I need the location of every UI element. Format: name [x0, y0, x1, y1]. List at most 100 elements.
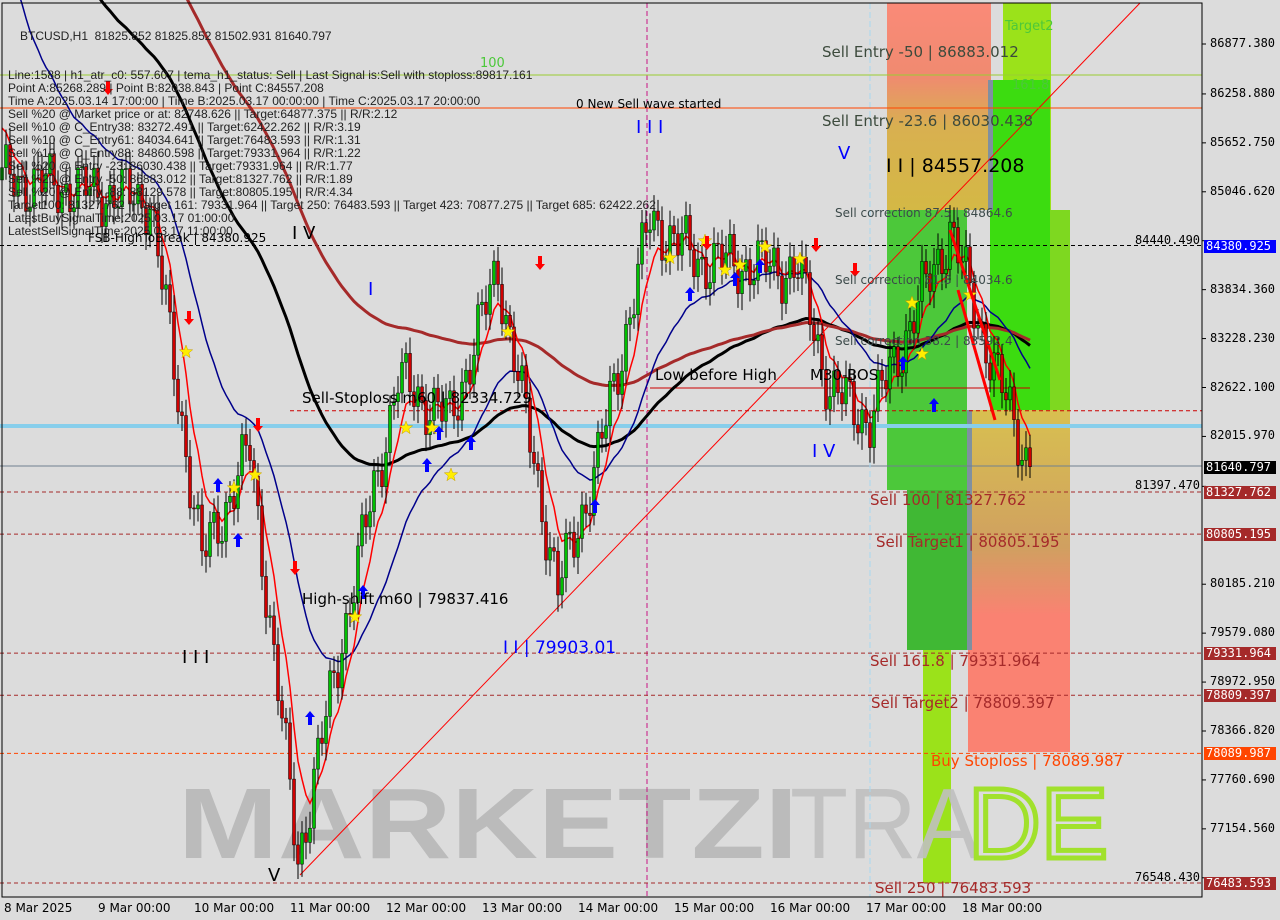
- bear-candle: [112, 185, 116, 208]
- bear-candle: [1000, 354, 1004, 393]
- bull-candle: [872, 410, 876, 448]
- buy-arrow-icon: [434, 426, 444, 440]
- bear-candle: [796, 277, 800, 279]
- bull-candle: [964, 246, 968, 262]
- buy-arrow-icon: [358, 585, 368, 599]
- bear-candle: [848, 377, 852, 382]
- wave-iv-label: I V: [812, 441, 836, 462]
- star-marker-icon: [914, 346, 930, 361]
- bull-candle: [136, 184, 140, 205]
- bull-candle: [904, 330, 908, 374]
- bull-candle: [220, 541, 224, 544]
- point-c-label: I I | 84557.208: [886, 155, 1025, 177]
- sell-arrow-icon: [811, 238, 821, 252]
- star-marker-icon: [662, 250, 678, 265]
- bull-candle: [680, 233, 684, 256]
- bull-candle: [388, 405, 392, 453]
- bear-candle: [572, 531, 576, 558]
- price-tick-label: 85046.620: [1210, 183, 1276, 198]
- bear-candle: [688, 215, 692, 251]
- bear-candle: [856, 424, 860, 434]
- bear-candle: [672, 225, 676, 234]
- bull-candle: [492, 260, 496, 285]
- bull-candle: [88, 186, 92, 196]
- low-before-high-label: Low before High: [655, 366, 777, 384]
- lime-edge-zone: [1050, 210, 1070, 410]
- bear-candle: [412, 391, 416, 407]
- bull-candle: [316, 737, 320, 770]
- info-line: Time A:2025.03.14 17:00:00 | Time B:2025…: [8, 94, 481, 108]
- bear-candle: [216, 512, 220, 544]
- target2-label: Target2: [1005, 19, 1054, 34]
- wave-drawing-line: [956, 289, 997, 421]
- bear-candle: [68, 183, 72, 213]
- level-label: Sell Target2 | 78809.397: [871, 694, 1055, 712]
- star-marker-icon: [500, 324, 516, 339]
- buy-arrow-icon: [590, 499, 600, 513]
- bull-candle: [620, 370, 624, 395]
- bull-candle: [324, 716, 328, 744]
- bear-candle: [496, 260, 500, 285]
- bull-candle: [376, 470, 380, 472]
- bull-candle: [472, 354, 476, 385]
- ma-red-line: [1, 127, 1031, 806]
- bull-candle: [104, 203, 108, 227]
- bull-candle: [592, 467, 596, 516]
- bull-candle: [400, 362, 404, 394]
- bear-candle: [820, 334, 824, 370]
- bear-candle: [928, 273, 932, 292]
- fib-161-label: 161.8: [1012, 78, 1050, 93]
- bear-candle: [836, 370, 840, 393]
- price-tick-label: 80185.210: [1210, 576, 1276, 591]
- price-tick-label: 82622.100: [1210, 379, 1276, 394]
- bear-candle: [716, 242, 720, 245]
- bear-candle: [264, 576, 268, 618]
- bull-candle: [740, 271, 744, 294]
- bear-candle: [556, 550, 560, 596]
- bull-candle: [916, 301, 920, 334]
- bull-candle: [604, 425, 608, 439]
- bear-candle: [140, 184, 144, 208]
- sell-arrow-icon: [184, 311, 194, 325]
- bull-candle: [936, 248, 940, 265]
- bear-candle: [8, 144, 12, 175]
- bull-candle: [460, 381, 464, 421]
- buy-arrow-icon: [466, 436, 476, 450]
- bear-candle: [720, 243, 724, 269]
- watermark-logo: MARKETZI TRA DE: [178, 766, 1111, 883]
- bear-candle: [128, 168, 132, 205]
- bear-candle: [1012, 386, 1016, 420]
- bull-candle: [268, 615, 272, 618]
- bear-candle: [40, 169, 44, 193]
- price-tick-label: 77154.560: [1210, 820, 1276, 835]
- time-tick-label: 15 Mar 00:00: [674, 901, 755, 915]
- bull-candle: [648, 229, 652, 233]
- bull-candle: [300, 832, 304, 865]
- bull-candle: [504, 315, 508, 325]
- grey-bar: [988, 80, 993, 210]
- bear-candle: [272, 615, 276, 645]
- level-label: Sell-Stoploss m60 | 82334.729: [302, 389, 532, 407]
- price-tag: 78809.397: [1204, 689, 1276, 703]
- bull-candle: [1008, 386, 1012, 401]
- bull-candle: [520, 365, 524, 381]
- level-label: Sell Target1 | 80805.195: [876, 533, 1060, 551]
- bear-candle: [296, 844, 300, 865]
- buy-arrow-icon: [898, 356, 908, 370]
- buy-arrow-icon: [422, 458, 432, 472]
- bear-candle: [36, 168, 40, 171]
- bull-candle: [744, 259, 748, 272]
- bear-candle: [172, 311, 176, 380]
- time-tick-label: 18 Mar 00:00: [962, 901, 1043, 915]
- bull-candle: [480, 301, 484, 306]
- bull-candle: [116, 206, 120, 208]
- bull-candle: [32, 168, 36, 208]
- time-tick-label: 9 Mar 00:00: [98, 901, 171, 915]
- price-tick-label: 86877.380: [1210, 36, 1276, 50]
- level-label: Buy Stoploss | 78089.987: [931, 752, 1124, 770]
- star-marker-icon: [347, 609, 363, 624]
- level-label: Sell Entry -50 | 86883.012: [822, 43, 1019, 61]
- bull-candle: [920, 261, 924, 302]
- bear-candle: [292, 778, 296, 846]
